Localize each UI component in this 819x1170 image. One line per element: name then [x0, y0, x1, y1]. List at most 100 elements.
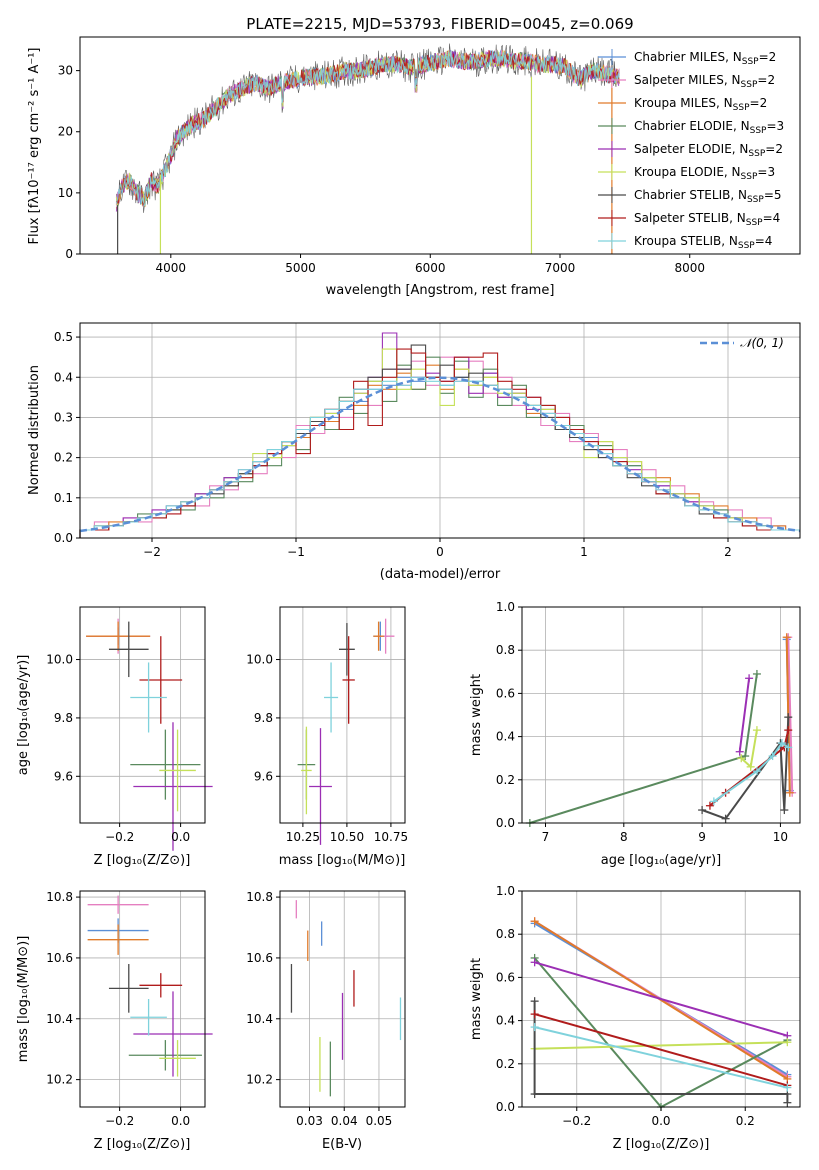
weight-age-frame	[521, 606, 801, 824]
y-tick-label: 20	[58, 125, 73, 139]
legend-label-text: Kroupa STELIB, N	[634, 234, 738, 248]
legend-label-text: Chabrier MILES, N	[634, 50, 742, 64]
weight-line-6	[533, 1001, 789, 1103]
age-mass-frame	[279, 606, 406, 824]
mass-ebv-frame	[279, 890, 406, 1108]
legend-label-value: =2	[759, 50, 777, 64]
y-tick-label: 10.6	[46, 951, 73, 965]
x-tick-label: 0.0	[651, 1114, 670, 1128]
x-tick-label: 8000	[674, 261, 705, 275]
spectrum-ylabel: Flux [fλ10⁻¹⁷ erg cm⁻² s⁻¹ A⁻¹]	[27, 48, 42, 245]
spectrum-line-7	[115, 49, 620, 207]
x-tick-label: −0.2	[105, 1114, 134, 1128]
y-tick-label: 9.6	[254, 769, 273, 783]
x-tick-label: 1	[580, 545, 588, 559]
legend-label: Chabrier MILES, NSSP=2	[634, 50, 776, 67]
y-tick-label: 0.8	[496, 927, 515, 941]
legend-label-subscript: SSP	[738, 241, 755, 251]
legend-label-subscript: SSP	[747, 195, 764, 205]
y-tick-label: 0.2	[496, 1057, 515, 1071]
x-tick-label: 6000	[415, 261, 446, 275]
age-vs-metallicity-plot: −0.2 0.0 9.6 9.8 10.0 Z [log₁₀(Z/Z⊙)] age [l…	[16, 606, 213, 868]
x-tick-label: 0.03	[296, 1114, 323, 1128]
x-tick-label: 7	[542, 830, 550, 844]
legend-label-value: =3	[766, 119, 784, 133]
y-tick-label: 9.6	[54, 769, 73, 783]
y-tick-label: 10.2	[46, 1073, 73, 1087]
legend-label-value: =3	[757, 165, 775, 179]
age-Z-frame	[79, 606, 206, 824]
legend-label-text: Salpeter ELODIE, N	[634, 142, 748, 156]
x-tick-label: 0	[436, 545, 444, 559]
legend-label-subscript: SSP	[750, 126, 767, 136]
legend-label: Salpeter ELODIE, NSSP=2	[634, 142, 783, 159]
weight-line-4	[534, 961, 788, 1037]
legend-label-text: Chabrier STELIB, N	[634, 188, 747, 202]
y-tick-label: 10	[58, 186, 73, 200]
legend-label: Salpeter STELIB, NSSP=4	[634, 211, 780, 228]
gauss-curve	[79, 376, 801, 533]
x-tick-label: 4000	[156, 261, 187, 275]
x-tick-label: 8	[620, 830, 628, 844]
weight-age-ylabel: mass weight	[469, 674, 484, 756]
histogram-step-8	[79, 376, 800, 538]
weight-vs-age-plot: 7 8 9 10 0.0 0.2 0.4 0.6 0.8 1.0 age [log₁₀(age/y…	[469, 600, 801, 868]
y-tick-label: 0.6	[496, 686, 515, 700]
x-tick-label: 0.2	[736, 1114, 755, 1128]
legend-label-text: Chabrier ELODIE, N	[634, 119, 750, 133]
y-tick-label: 10.0	[246, 653, 273, 667]
y-tick-label: 0	[65, 247, 73, 261]
x-tick-label: 5000	[285, 261, 316, 275]
mass-vs-metallicity-plot: −0.2 0.010.210.410.610.8 Z [log₁₀(Z/Z⊙)] …	[16, 890, 213, 1152]
spectrum-line-8	[115, 50, 620, 207]
x-tick-label: 10.50	[330, 830, 364, 844]
x-tick-label: 0.0	[171, 830, 190, 844]
legend-label-value: =2	[750, 96, 768, 110]
y-tick-label: 10.4	[246, 1012, 273, 1026]
legend-label: Chabrier ELODIE, NSSP=3	[634, 119, 784, 136]
x-tick-label: 10.75	[374, 830, 408, 844]
x-tick-label: 9	[698, 830, 706, 844]
legend-label-value: =4	[755, 234, 773, 248]
legend-label: Kroupa STELIB, NSSP=4	[634, 234, 772, 251]
y-tick-label: 0.2	[54, 451, 73, 465]
weight-line-7	[709, 729, 790, 807]
age-vs-mass-plot: 10.25 10.50 10.75 9.6 9.8 10.0 mass [log₁₀(M/…	[246, 606, 408, 868]
y-tick-label: 30	[58, 64, 73, 78]
y-tick-label: 10.0	[46, 653, 73, 667]
y-tick-label: 1.0	[496, 884, 515, 898]
y-tick-label: 10.4	[46, 1012, 73, 1026]
age-Z-xlabel: Z [log₁₀(Z/Z⊙)]	[94, 853, 191, 868]
y-tick-label: 9.8	[54, 711, 73, 725]
residual-xlabel: (data-model)/error	[380, 567, 501, 582]
mass-Z-frame	[79, 890, 206, 1108]
age-mass-xlabel: mass [log₁₀(M/M⊙)]	[279, 853, 406, 868]
legend-label-text: Kroupa ELODIE, N	[634, 165, 741, 179]
y-tick-label: 10.6	[246, 951, 273, 965]
mass-vs-ebv-plot: 0.03 0.04 0.05 10.2 10.4 10.6 10.8 E(B-V)	[246, 890, 406, 1152]
legend-label-value: =4	[763, 211, 781, 225]
y-tick-label: 0.2	[496, 773, 515, 787]
legend-label: Kroupa MILES, NSSP=2	[634, 96, 767, 113]
y-tick-label: 0.3	[54, 410, 73, 424]
x-tick-label: 0.04	[331, 1114, 358, 1128]
weight-age-xlabel: age [log₁₀(age/yr)]	[601, 853, 722, 868]
weight-line-5	[534, 1041, 788, 1050]
legend-label-subscript: SSP	[733, 103, 750, 113]
y-tick-label: 1.0	[496, 600, 515, 614]
legend-label-value: =2	[765, 142, 783, 156]
weight-vs-metallicity-plot: −0.2 0.0 0.2 0.0 0.2 0.4 0.6 0.8 1.0 Z [log₁₀(Z/…	[469, 884, 801, 1152]
mass-Z-xlabel: Z [log₁₀(Z/Z⊙)]	[94, 1137, 191, 1152]
y-tick-label: 0.1	[54, 491, 73, 505]
y-tick-label: 9.8	[254, 711, 273, 725]
residual-legend: 𝒩(0, 1)	[700, 336, 784, 350]
y-tick-label: 0.4	[496, 730, 515, 744]
y-tick-label: 0.0	[496, 816, 515, 830]
weight-line-1	[787, 637, 794, 793]
x-tick-label: 0.0	[171, 1114, 190, 1128]
weight-line-4	[738, 678, 751, 752]
weight-line-6	[701, 717, 790, 820]
legend-label: Kroupa ELODIE, NSSP=3	[634, 165, 775, 182]
weight-line-8	[534, 1026, 788, 1089]
